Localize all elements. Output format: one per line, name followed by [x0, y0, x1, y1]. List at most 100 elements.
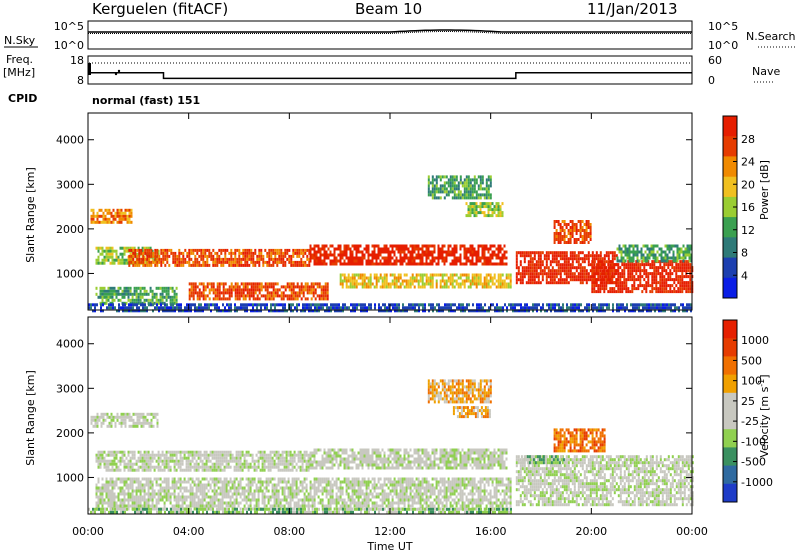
heatmap-cell: [206, 306, 208, 310]
heatmap-cell: [131, 298, 134, 302]
heatmap-cell: [214, 251, 217, 255]
heatmap-cell: [253, 459, 256, 463]
heatmap-cell: [555, 260, 558, 264]
nsky-tick-bottom: 10^0: [54, 39, 84, 52]
heatmap-cell: [336, 309, 338, 313]
heatmap-cell: [97, 456, 100, 460]
heatmap-cell: [95, 456, 98, 460]
heatmap-cell: [479, 282, 482, 286]
heatmap-cell: [254, 297, 257, 301]
heatmap-cell: [447, 250, 450, 254]
heatmap-cell: [240, 303, 242, 307]
heatmap-cell: [148, 251, 151, 255]
heatmap-cell: [571, 226, 574, 229]
heatmap-cell: [612, 303, 614, 307]
heatmap-cell: [565, 251, 568, 255]
heatmap-cell: [269, 462, 272, 466]
heatmap-cell: [203, 456, 206, 460]
heatmap-cell: [233, 459, 236, 463]
heatmap-cell: [581, 241, 584, 244]
heatmap-cell: [309, 259, 312, 263]
heatmap-cell: [665, 287, 668, 291]
heatmap-cell: [164, 248, 167, 252]
heatmap-cell: [127, 292, 130, 296]
heatmap-cell: [628, 309, 630, 313]
heatmap-cell: [175, 468, 178, 472]
heatmap-cell: [392, 303, 394, 307]
heatmap-cell: [195, 459, 198, 463]
heatmap-cell: [124, 211, 127, 215]
heatmap-cell: [343, 250, 346, 254]
heatmap-cell: [471, 256, 474, 260]
heatmap-cell: [206, 254, 209, 258]
heatmap-cell: [499, 282, 502, 286]
heatmap-cell: [264, 297, 267, 301]
heatmap-cell: [149, 465, 152, 469]
heatmap-cell: [415, 256, 418, 260]
heatmap-cell: [144, 263, 147, 267]
heatmap-cell: [95, 258, 98, 262]
heatmap-cell: [96, 415, 99, 419]
heatmap-cell: [391, 282, 394, 286]
heatmap-cell: [173, 462, 176, 466]
heatmap-cell: [406, 306, 408, 310]
heatmap-cell: [631, 275, 634, 279]
heatmap-cell: [667, 272, 670, 276]
heatmap-cell: [184, 306, 186, 310]
heatmap-cell: [307, 453, 310, 457]
heatmap-cell: [447, 276, 450, 280]
heatmap-cell: [389, 285, 392, 289]
heatmap-cell: [440, 309, 442, 313]
heatmap-cell: [304, 306, 306, 310]
heatmap-cell: [310, 288, 313, 292]
heatmap-cell: [465, 250, 468, 254]
heatmap-cell: [269, 465, 272, 469]
heatmap-cell: [495, 208, 498, 212]
heatmap-cell: [140, 309, 142, 313]
colorbar-tick-label: 28: [741, 133, 755, 146]
heatmap-cell: [461, 193, 464, 197]
heatmap-cell: [573, 238, 576, 241]
heatmap-cell: [175, 456, 178, 460]
heatmap-cell: [270, 303, 272, 307]
heatmap-cell: [618, 250, 621, 254]
heatmap-cell: [186, 260, 189, 264]
heatmap-cell: [642, 244, 645, 248]
heatmap-cell: [583, 229, 586, 232]
heatmap-cell: [463, 279, 466, 283]
heatmap-cell: [445, 259, 448, 263]
heatmap-cell: [528, 309, 530, 313]
heatmap-cell: [445, 187, 448, 191]
heatmap-cell: [360, 309, 362, 313]
heatmap-cell: [143, 286, 146, 290]
heatmap-cell: [569, 226, 572, 229]
heatmap-cell: [687, 281, 690, 285]
heatmap-cell: [510, 306, 512, 310]
heatmap-cell: [146, 254, 149, 258]
heatmap-cell: [428, 303, 430, 307]
colorbar-tick-label: 16: [741, 201, 755, 214]
heatmap-cell: [302, 309, 304, 313]
heatmap-cell: [491, 244, 494, 248]
heatmap-cell: [467, 214, 470, 218]
heatmap-cell: [324, 291, 327, 295]
heatmap-cell: [198, 263, 201, 267]
heatmap-cell: [678, 253, 681, 257]
freq-frame: [87, 55, 693, 85]
heatmap-cell: [589, 269, 592, 273]
heatmap-cell: [105, 453, 108, 457]
heatmap-cell: [228, 306, 230, 310]
heatmap-cell: [634, 303, 636, 307]
heatmap-cell: [118, 217, 121, 221]
heatmap-cell: [273, 462, 276, 466]
heatmap-cell: [107, 286, 110, 290]
heatmap-cell: [481, 282, 484, 286]
heatmap-cell: [463, 273, 466, 277]
heatmap-cell: [357, 276, 360, 280]
heatmap-cell: [298, 254, 301, 258]
heatmap-cell: [171, 459, 174, 463]
heatmap-cell: [218, 254, 221, 258]
heatmap-cell: [563, 281, 566, 285]
heatmap-cell: [265, 465, 268, 469]
heatmap-cell: [130, 309, 132, 313]
